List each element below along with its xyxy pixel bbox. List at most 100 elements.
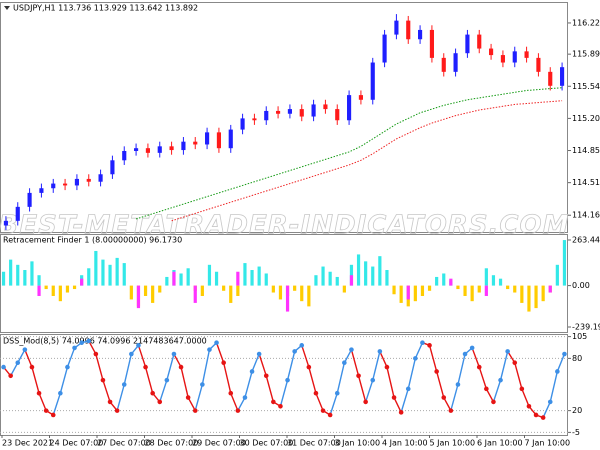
oscillator-dot (327, 412, 333, 418)
price-panel-frame (0, 2, 568, 233)
signal-bar (37, 285, 41, 296)
oscillator-segment (443, 397, 452, 411)
panel-frames (0, 2, 568, 436)
histogram-bar (477, 285, 481, 293)
oscillator-title: DSS_Mod(8,5) 74.0996 74.0996 2147483647.… (3, 337, 207, 346)
oscillator-dot (562, 351, 567, 357)
oscillator-dot (398, 410, 404, 415)
histogram-bar (371, 266, 375, 286)
histogram-bar (278, 285, 283, 300)
oscillator-dot (363, 399, 368, 405)
oscillator-dot (8, 373, 13, 379)
candle-body (169, 146, 174, 151)
oscillator-dot (249, 369, 255, 374)
y-tick-label: 105 (572, 332, 587, 341)
candle-body (228, 129, 233, 149)
histogram-bar (250, 270, 254, 286)
y-tick-label: 115.200 (572, 114, 600, 123)
oscillator-dot (427, 343, 432, 348)
time-label: 7 Jan 10:00 (525, 439, 571, 448)
histogram-bar (229, 285, 233, 303)
oscillator-segment (549, 371, 559, 403)
histogram-bar (165, 276, 169, 286)
oscillator-dot (441, 395, 447, 400)
oscillator-dot (178, 364, 184, 370)
oscillator-dot (79, 340, 84, 346)
y-tick-label: 115.545 (572, 82, 600, 91)
candle-body (122, 150, 127, 161)
histogram-bar (271, 285, 275, 293)
oscillator-segment (180, 366, 189, 398)
histogram-bar (65, 285, 70, 293)
histogram-bar (335, 276, 339, 286)
oscillator-segment (315, 392, 324, 411)
oscillator-segment (435, 371, 445, 398)
oscillator-dot (313, 390, 319, 396)
histogram-bar (321, 266, 325, 286)
oscillator-dot (129, 351, 134, 357)
histogram-bar (264, 273, 268, 286)
oscillator-dot (306, 364, 312, 370)
histogram-bar (356, 254, 361, 286)
oscillator-segment (478, 366, 488, 390)
oscillator-dot (405, 386, 411, 392)
candle-body (477, 34, 482, 49)
candle-body (429, 29, 434, 58)
candle-body (27, 192, 32, 207)
signal-bar (449, 278, 453, 286)
y-tick-label: 115.890 (572, 50, 600, 59)
oscillator-dot (462, 351, 468, 357)
histogram-bar (94, 250, 98, 286)
oscillator-segment (379, 351, 388, 368)
candle-body (441, 57, 446, 72)
oscillator-segment (137, 345, 147, 368)
oscillator-segment (400, 388, 409, 413)
oscillator-dot (65, 364, 70, 370)
candle-body (63, 183, 68, 186)
oscillator-dot (519, 386, 525, 392)
histogram-panel-frame (0, 234, 568, 333)
candle-body (110, 160, 115, 175)
oscillator-dot (185, 395, 191, 400)
candle-body (358, 95, 363, 100)
oscillator-segment (286, 351, 296, 381)
candle-body (418, 29, 423, 40)
histogram-bar (222, 285, 226, 291)
time-label: 29 Dec 07:00 (192, 439, 246, 448)
oscillator-segment (88, 340, 97, 355)
candle-body (39, 188, 44, 193)
histogram-bar (364, 261, 368, 286)
oscillator-segment (123, 353, 133, 385)
histogram-bar (435, 276, 439, 286)
histogram-bar (307, 285, 311, 307)
histogram-bar (498, 278, 503, 286)
oscillator-dot (86, 338, 92, 344)
histogram-bar (72, 285, 77, 290)
oscillator-segment (521, 388, 530, 407)
oscillator-segment (187, 397, 196, 411)
oscillator-segment (201, 349, 211, 385)
oscillator-dot (420, 340, 425, 346)
oscillator-segment (386, 366, 395, 398)
oscillator-segment (102, 379, 111, 403)
oscillator-dot (320, 408, 326, 413)
histogram-bar (1, 271, 6, 286)
histogram-bar (399, 285, 403, 303)
oscillator-dot (72, 345, 77, 351)
oscillator-segment (66, 347, 76, 368)
signal-bar (193, 285, 197, 303)
oscillator-dot (434, 369, 439, 374)
histogram-bar (541, 285, 545, 302)
oscillator-segment (251, 353, 260, 372)
oscillator-dot (356, 373, 361, 379)
oscillator-segment (514, 362, 523, 390)
oscillator-segment (343, 349, 353, 364)
oscillator-segment (31, 366, 40, 394)
oscillator-dot (455, 382, 461, 387)
oscillator-segment (17, 349, 26, 364)
candle-body (193, 141, 198, 145)
signal-bar (172, 271, 176, 286)
oscillator-dot (448, 408, 454, 413)
oscillator-dot (1, 364, 6, 370)
signal-bar (136, 285, 141, 309)
